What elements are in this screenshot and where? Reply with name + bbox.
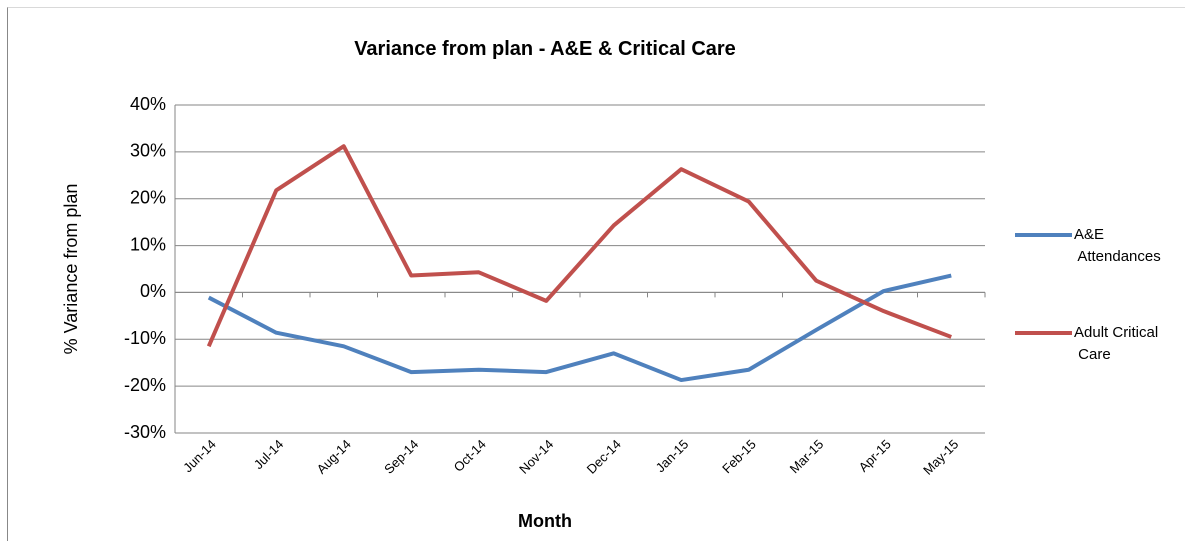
- y-axis-label: % Variance from plan: [61, 184, 81, 355]
- series-line: [207, 273, 952, 383]
- x-tick-label: Apr-15: [856, 437, 894, 475]
- legend-label: Adult Critical Care: [1074, 324, 1158, 363]
- legend-label: A&E Attendances: [1074, 226, 1161, 265]
- x-tick-label: Sep-14: [381, 437, 421, 477]
- x-tick-label: Jul-14: [251, 437, 287, 473]
- y-tick-label: -30%: [124, 422, 166, 442]
- x-axis-label: Month: [518, 511, 572, 531]
- y-tick-label: 30%: [130, 141, 166, 161]
- y-tick-label: 20%: [130, 187, 166, 207]
- x-tick-label: Dec-14: [584, 437, 624, 477]
- x-tick-label: Nov-14: [516, 437, 556, 477]
- y-tick-label: -20%: [124, 375, 166, 395]
- x-tick-label: Mar-15: [787, 437, 827, 477]
- x-tick-label: Jan-15: [653, 437, 692, 476]
- y-tick-label: 40%: [130, 94, 166, 114]
- y-tick-label: 0%: [140, 281, 166, 301]
- chart-title: Variance from plan - A&E & Critical Care: [354, 38, 736, 60]
- y-tick-label: -10%: [124, 328, 166, 348]
- series-line: [206, 144, 952, 348]
- x-tick-label: Feb-15: [719, 437, 759, 477]
- x-tick-label: May-15: [920, 437, 961, 478]
- x-tick-label: Aug-14: [314, 437, 354, 477]
- x-tick-label: Oct-14: [451, 437, 489, 475]
- x-tick-label: Jun-14: [180, 437, 219, 476]
- y-tick-label: 10%: [130, 234, 166, 254]
